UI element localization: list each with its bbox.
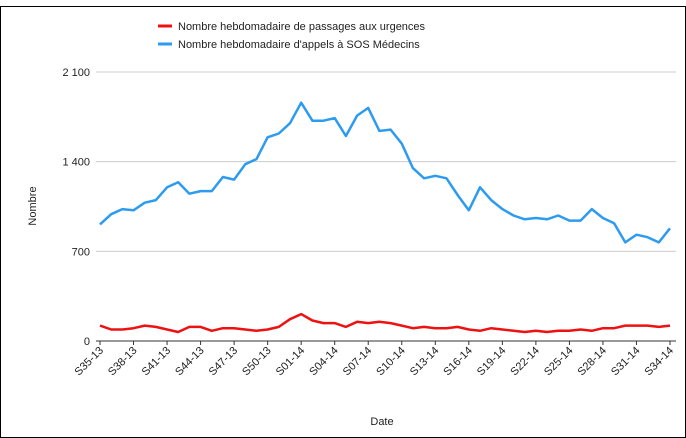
x-tick-label: S19-14 <box>475 345 509 379</box>
x-tick-label: S50-13 <box>240 345 274 379</box>
x-tick-label: S01-14 <box>274 345 308 379</box>
x-tick-label: S47-13 <box>207 345 241 379</box>
x-tick-label: S07-14 <box>341 345 375 379</box>
x-tick-label: S04-14 <box>307 345 341 379</box>
legend-label: Nombre hebdomadaire d'appels à SOS Médec… <box>178 39 420 51</box>
x-tick-label: S25-14 <box>542 345 576 379</box>
x-tick-label: S31-14 <box>609 345 643 379</box>
x-tick-label: S22-14 <box>508 345 542 379</box>
x-tick-label: S16-14 <box>441 345 475 379</box>
x-tick-label: S34-14 <box>643 345 677 379</box>
y-tick-label: 2 100 <box>62 67 90 79</box>
y-tick-label: 700 <box>72 246 90 258</box>
series-line <box>99 312 671 334</box>
x-tick-label: S35-13 <box>73 345 107 379</box>
legend-label: Nombre hebdomadaire de passages aux urge… <box>178 21 426 33</box>
x-tick-label: S44-13 <box>173 345 207 379</box>
x-axis-label: Date <box>370 416 393 428</box>
x-tick-label: S28-14 <box>575 345 609 379</box>
y-tick-label: 0 <box>84 336 90 348</box>
y-tick-label: 1 400 <box>62 157 90 169</box>
x-tick-label: S10-14 <box>374 345 408 379</box>
y-axis-label: Nombre <box>27 186 39 225</box>
x-tick-label: S38-13 <box>106 345 140 379</box>
series-line <box>99 101 671 244</box>
x-tick-label: S13-14 <box>408 345 442 379</box>
x-tick-label: S41-13 <box>140 345 174 379</box>
